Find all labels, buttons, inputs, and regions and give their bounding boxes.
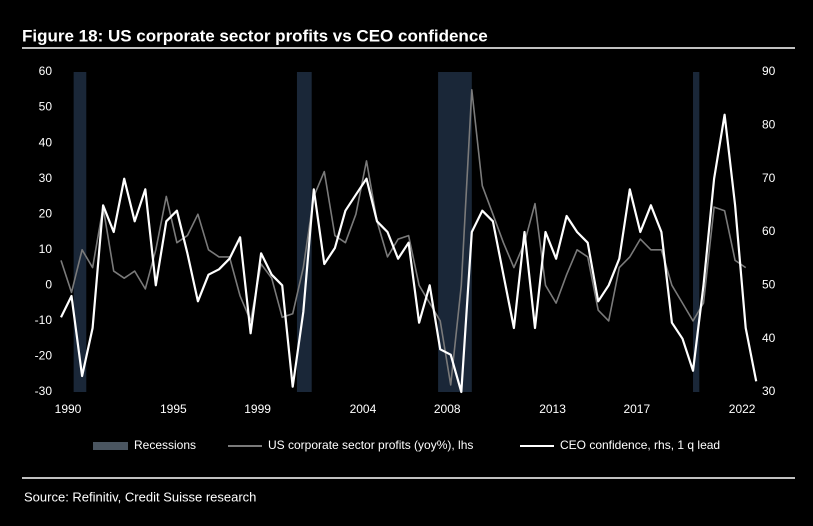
legend-label: US corporate sector profits (yoy%), lhs [268, 438, 473, 452]
y-tick-label: 40 [39, 135, 53, 149]
y2-tick-label: 50 [762, 278, 776, 292]
x-tick-label: 2004 [350, 402, 377, 416]
y-tick-label: -30 [35, 384, 53, 398]
x-tick-label: 1999 [244, 402, 271, 416]
recession-band [693, 72, 700, 392]
series-line [60, 89, 747, 386]
y-tick-label: 50 [39, 100, 53, 114]
y2-tick-label: 70 [762, 171, 776, 185]
y-tick-label: -10 [35, 313, 53, 327]
legend-label: Recessions [134, 438, 196, 452]
x-tick-label: 2017 [623, 402, 650, 416]
x-tick-label: 2008 [434, 402, 461, 416]
legend-label: CEO confidence, rhs, 1 q lead [560, 438, 720, 452]
x-tick-label: 2022 [729, 402, 756, 416]
y2-tick-label: 80 [762, 118, 776, 132]
y-tick-label: 10 [39, 242, 53, 256]
x-tick-label: 1990 [55, 402, 82, 416]
y-tick-label: 20 [39, 206, 53, 220]
source: Source: Refinitiv, Credit Suisse researc… [24, 489, 256, 504]
y2-tick-label: 90 [762, 64, 776, 78]
y-tick-label: 60 [39, 64, 53, 78]
x-tick-label: 2013 [539, 402, 566, 416]
recession-band [73, 72, 87, 392]
x-tick-label: 1995 [160, 402, 187, 416]
chart-title: Figure 18: US corporate sector profits v… [22, 26, 488, 45]
recession-band [296, 72, 312, 392]
legend-swatch [93, 442, 128, 450]
y2-tick-label: 60 [762, 224, 776, 238]
y2-tick-label: 30 [762, 384, 776, 398]
y-tick-label: 30 [39, 171, 53, 185]
series-line [60, 113, 758, 394]
y-tick-label: 0 [45, 278, 52, 292]
y-tick-label: -20 [35, 349, 53, 363]
y2-tick-label: 40 [762, 331, 776, 345]
